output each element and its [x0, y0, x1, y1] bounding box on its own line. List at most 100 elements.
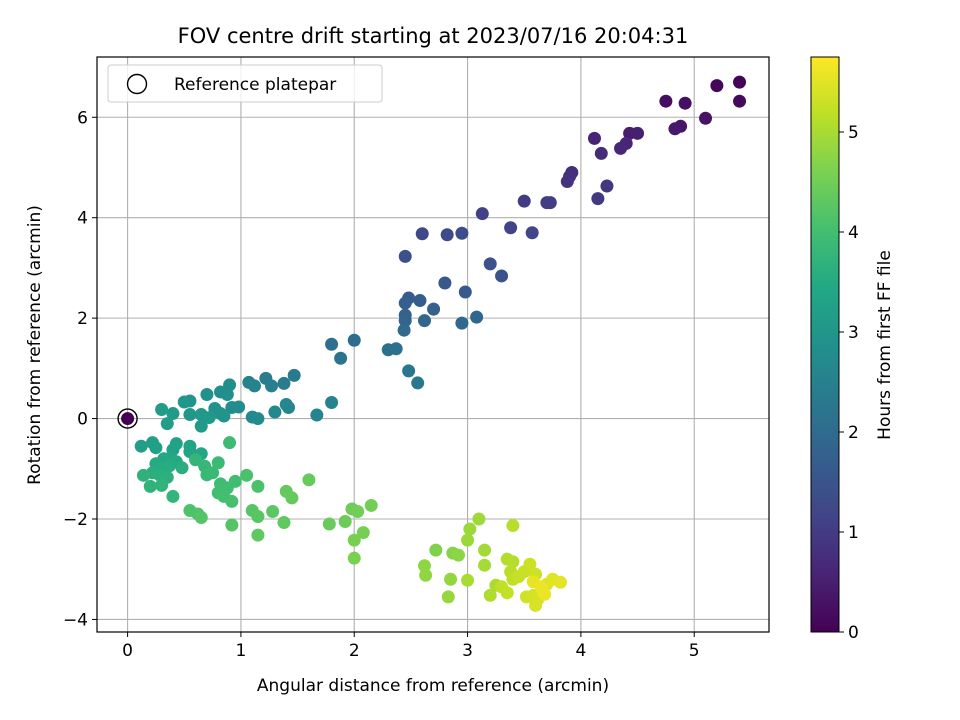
data-point [427, 302, 441, 316]
data-point [455, 226, 469, 240]
data-point [194, 511, 208, 525]
data-point [202, 411, 216, 425]
data-point [600, 179, 614, 193]
data-point [504, 221, 518, 235]
colorbar-ticks: 0 1 2 3 4 5 [839, 123, 859, 643]
data-point [251, 412, 265, 426]
data-point [525, 226, 539, 240]
data-point [470, 310, 484, 324]
data-point [166, 407, 180, 421]
colorbar-tick-label: 4 [848, 223, 859, 243]
data-point [356, 526, 370, 540]
x-tick-label: 4 [575, 641, 586, 661]
reference-ring [117, 408, 138, 429]
data-point [463, 522, 477, 536]
data-point [591, 192, 605, 206]
colorbar-tick-label: 1 [848, 523, 859, 543]
data-point [285, 491, 299, 505]
data-point [155, 478, 169, 492]
data-point [523, 557, 537, 571]
data-point [441, 590, 455, 604]
data-point [189, 453, 203, 467]
data-point [232, 400, 246, 414]
data-point [200, 387, 214, 401]
data-point [364, 498, 378, 512]
data-point [733, 94, 747, 108]
data-point [277, 376, 291, 390]
data-point [155, 403, 169, 417]
data-point [398, 296, 412, 310]
data-point [136, 468, 150, 482]
x-tick-label: 5 [689, 641, 700, 661]
data-point [268, 405, 282, 419]
plot-frame [96, 56, 770, 633]
colorbar-tick-label: 0 [848, 623, 859, 643]
data-point [251, 528, 265, 542]
data-point [310, 408, 324, 422]
data-point [302, 473, 316, 487]
colorbar: 0 1 2 3 4 5 Hours from first FF file [810, 56, 895, 643]
y-tick-label: −2 [63, 510, 88, 530]
data-point [438, 276, 452, 290]
data-point [183, 408, 197, 422]
data-point [225, 518, 239, 532]
data-point [458, 285, 472, 299]
reference-marker [117, 408, 138, 429]
data-point [223, 436, 237, 450]
data-point [678, 96, 692, 110]
data-point [251, 479, 265, 493]
data-point [334, 351, 348, 365]
data-point [220, 387, 234, 401]
data-point [248, 379, 262, 393]
data-point [265, 379, 279, 393]
data-point [347, 551, 361, 565]
gridlines [97, 57, 769, 632]
colorbar-tick-label: 2 [848, 423, 859, 443]
colorbar-tick-label: 5 [848, 123, 859, 143]
chart-title: FOV centre drift starting at 2023/07/16 … [178, 24, 689, 48]
data-point [225, 494, 239, 508]
y-ticks: −4 −2 0 2 4 6 [63, 108, 97, 630]
data-point [418, 559, 432, 573]
data-point [143, 479, 157, 493]
data-point [699, 111, 713, 125]
data-point [419, 568, 433, 582]
data-point [543, 196, 557, 210]
colorbar-tick-label: 3 [848, 323, 859, 343]
scatter-points [134, 75, 747, 612]
data-point [277, 516, 291, 530]
data-point [440, 228, 454, 242]
data-point [211, 456, 225, 470]
data-point [594, 146, 608, 160]
data-point [411, 376, 425, 390]
y-axis-label: Rotation from reference (arcmin) [25, 205, 45, 485]
reference-point [121, 412, 135, 426]
data-point [217, 409, 231, 423]
data-point [710, 79, 724, 93]
data-point [163, 459, 177, 473]
x-tick-label: 0 [122, 641, 133, 661]
data-point [478, 543, 492, 557]
data-point [228, 474, 242, 488]
colorbar-gradient [810, 56, 840, 633]
data-point [483, 588, 497, 602]
data-point [398, 249, 412, 263]
data-point [631, 126, 645, 140]
data-point [338, 515, 352, 529]
data-point [325, 396, 339, 410]
data-point [538, 587, 552, 601]
x-ticks: 0 1 2 3 4 5 [122, 632, 700, 661]
data-point [325, 337, 339, 351]
data-point [347, 533, 361, 547]
data-point [461, 573, 475, 587]
data-point [287, 368, 301, 382]
x-tick-label: 3 [462, 641, 473, 661]
y-tick-label: 0 [77, 410, 88, 430]
data-point [472, 512, 486, 526]
y-tick-label: −4 [63, 610, 88, 630]
data-point [429, 543, 443, 557]
data-point [415, 227, 429, 241]
data-point [668, 122, 682, 136]
data-point [506, 555, 520, 569]
